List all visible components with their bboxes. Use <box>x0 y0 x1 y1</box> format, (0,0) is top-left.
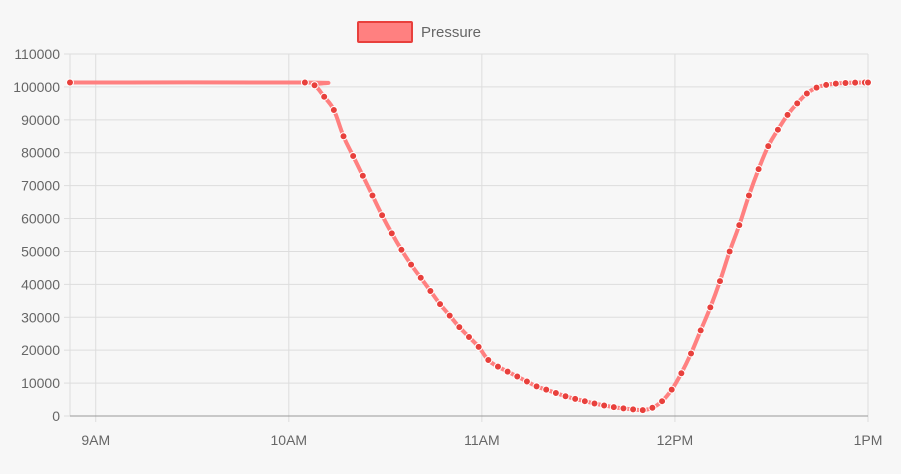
data-point <box>465 333 473 342</box>
data-point <box>864 78 872 87</box>
data-point <box>744 191 753 200</box>
data-point <box>561 392 570 401</box>
data-point <box>764 142 773 151</box>
data-point <box>812 83 821 92</box>
data-point <box>715 277 724 286</box>
axes: 0 10000 20000 30000 40000 50000 60000 70000 8000… <box>13 46 882 448</box>
legend-label-pressure[interactable]: Pressure <box>421 24 481 41</box>
data-point <box>677 369 686 378</box>
data-point <box>735 221 744 230</box>
y-tick-label: 70000 <box>21 178 60 194</box>
data-point <box>706 303 715 312</box>
y-tick-label: 30000 <box>21 309 60 325</box>
data-point <box>407 260 416 269</box>
x-tick-label: 12PM <box>657 432 694 448</box>
data-point <box>484 356 493 365</box>
data-point <box>783 110 792 119</box>
data-point <box>667 385 676 394</box>
data-point <box>590 399 599 408</box>
data-point <box>320 92 329 101</box>
data-point <box>754 165 763 174</box>
data-point <box>513 372 522 381</box>
data-point <box>358 171 367 180</box>
data-point <box>773 125 782 134</box>
data-point <box>802 89 811 98</box>
data-point <box>339 132 348 141</box>
y-tick-label: 50000 <box>21 243 60 259</box>
data-point <box>310 81 319 90</box>
data-point <box>696 326 705 335</box>
y-tick-label: 80000 <box>21 145 60 161</box>
data-point <box>503 367 512 376</box>
x-tick-label: 1PM <box>854 432 883 448</box>
data-point <box>542 385 551 394</box>
y-tick-label: 90000 <box>21 112 60 128</box>
data-point <box>851 78 860 87</box>
data-point <box>793 99 802 108</box>
series-line-pressure <box>68 80 870 413</box>
x-tick-label: 11AM <box>464 432 500 448</box>
data-point <box>436 300 445 309</box>
data-point <box>831 79 840 88</box>
data-point <box>387 229 396 238</box>
data-point <box>329 105 338 114</box>
y-tick-label: 10000 <box>21 375 60 391</box>
data-point <box>580 397 589 406</box>
data-point <box>648 403 657 412</box>
data-point <box>658 397 667 406</box>
data-point <box>571 394 580 403</box>
data-point <box>551 388 560 397</box>
data-point <box>368 191 377 200</box>
data-point <box>532 382 541 391</box>
data-point <box>609 403 618 412</box>
data-point <box>725 247 734 256</box>
y-tick-label: 100000 <box>13 79 60 95</box>
data-point <box>416 273 425 282</box>
data-point <box>66 78 74 87</box>
data-point <box>455 323 464 332</box>
data-point <box>300 78 309 87</box>
data-point <box>822 80 831 89</box>
data-point <box>638 406 647 415</box>
data-point <box>445 311 454 320</box>
data-point <box>378 211 387 220</box>
x-tick-label: 10AM <box>271 432 308 448</box>
y-tick-label: 40000 <box>21 276 60 292</box>
legend[interactable]: Pressure <box>357 21 481 43</box>
y-tick-label: 0 <box>52 408 60 424</box>
data-point <box>841 78 850 87</box>
data-point <box>397 245 406 254</box>
legend-swatch-pressure[interactable] <box>357 21 413 43</box>
data-point <box>349 152 358 161</box>
data-point <box>522 377 531 386</box>
y-tick-label: 110000 <box>14 46 60 62</box>
data-point <box>600 401 609 410</box>
data-point <box>619 404 628 413</box>
series-layer <box>66 78 872 415</box>
data-point <box>426 286 435 295</box>
data-point <box>687 349 696 358</box>
data-point <box>493 362 502 371</box>
x-tick-label: 9AM <box>81 432 110 448</box>
y-tick-label: 20000 <box>21 342 60 358</box>
grid <box>69 53 869 416</box>
y-tick-label: 60000 <box>21 211 60 227</box>
data-point <box>629 405 638 414</box>
data-point <box>474 342 483 351</box>
